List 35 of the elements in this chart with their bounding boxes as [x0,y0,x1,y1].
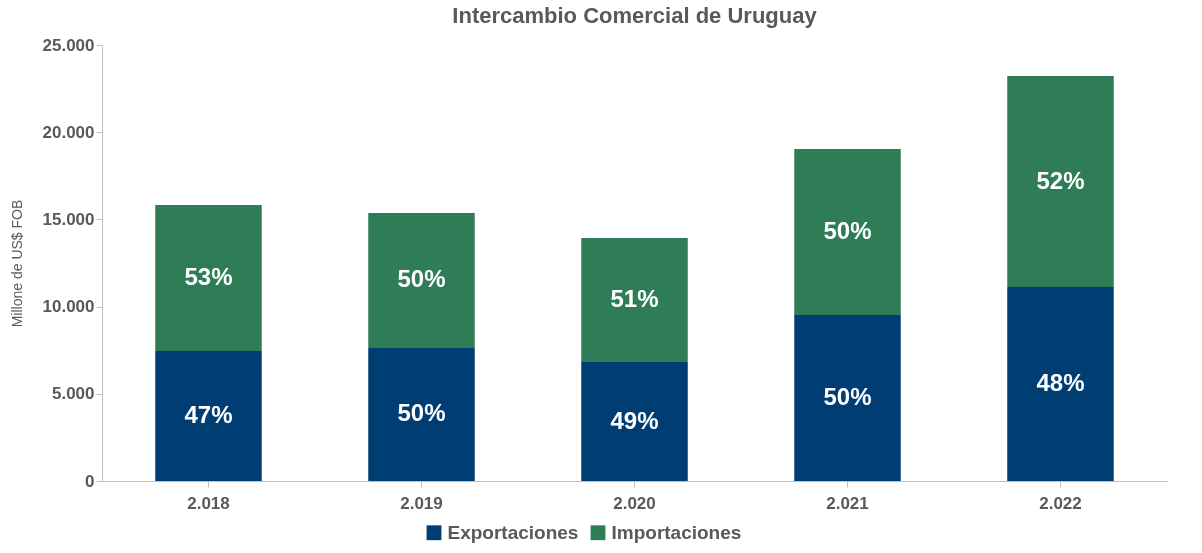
bar [368,347,475,481]
x-tick-label: 2.018 [187,493,230,513]
y-tick-label: 15.000 [42,209,95,229]
annotation: 52% [1036,166,1085,194]
y-tick-label: 0 [85,471,95,491]
annotation: 53% [184,263,233,290]
y-axis-title: Millone de US$ FOB [8,199,25,328]
y-tick-label: 10.000 [42,297,95,317]
annotation: 50% [397,265,446,293]
annotation: 50% [823,216,872,244]
annotation: 51% [610,285,659,313]
legend-label: Importaciones [611,521,742,543]
bar [1007,76,1114,288]
bar [155,351,262,481]
legend-label: Exportaciones [447,521,579,543]
bar [581,238,688,363]
annotation: 49% [610,406,659,434]
y-tick-label: 25.000 [42,35,95,55]
annotation: 50% [397,399,446,427]
y-tick-label: 5.000 [51,384,95,404]
bar [1007,287,1114,481]
x-tick-label: 2.021 [826,493,869,513]
annotation: 47% [184,401,233,429]
chart-title: Intercambio Comercial de Uruguay [452,3,818,28]
bar [581,362,688,481]
bar [794,148,901,315]
y-tick-label: 20.000 [42,122,95,142]
annotation: 50% [823,382,872,410]
annotation: 48% [1036,369,1085,397]
bar [155,204,262,352]
x-tick-label: 2.022 [1039,493,1082,513]
bar [368,212,475,348]
x-tick-label: 2.019 [400,493,443,513]
x-tick-label: 2.020 [613,493,656,513]
bar [794,314,901,481]
